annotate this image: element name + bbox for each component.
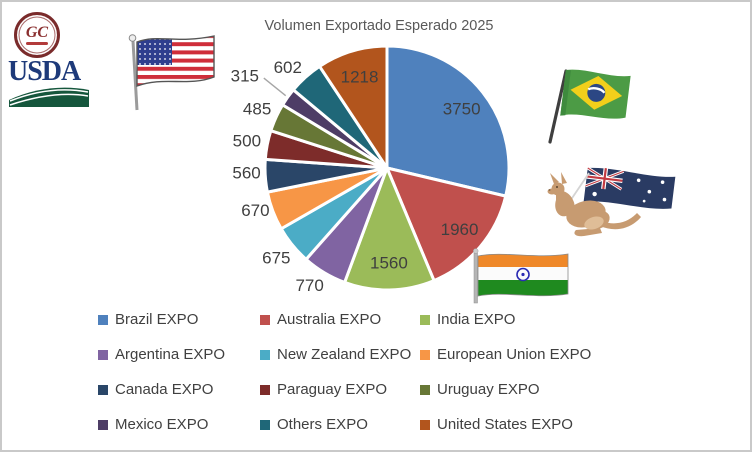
legend-label: Argentina EXPO — [115, 346, 226, 363]
australia-kangaroo-flag-icon — [547, 166, 676, 237]
legend-swatch-argentina-expo — [98, 350, 108, 360]
legend-swatch-others-expo — [260, 420, 270, 430]
legend-label: India EXPO — [437, 311, 516, 328]
legend-swatch-new-zealand-expo — [260, 350, 270, 360]
legend-item-brazil-expo: Brazil EXPO — [98, 311, 260, 346]
pie-data-label-paraguay-expo: 500 — [233, 131, 261, 150]
india-flag-icon — [473, 248, 569, 304]
pie-data-label-new-zealand-expo: 675 — [262, 249, 290, 268]
chart-legend: Brazil EXPO Australia EXPO India EXPO Argen… — [98, 311, 660, 450]
legend-item-argentina-expo: Argentina EXPO — [98, 346, 260, 381]
legend-label: New Zealand EXPO — [277, 346, 412, 363]
legend-item-united-states-expo: United States EXPO — [420, 416, 660, 450]
legend-item-new-zealand-expo: New Zealand EXPO — [260, 346, 420, 381]
legend-item-others-expo: Others EXPO — [260, 416, 420, 450]
gc-logo: GC — [14, 12, 60, 58]
united-states-flag-icon — [128, 34, 215, 111]
legend-item-australia-expo: Australia EXPO — [260, 311, 420, 346]
legend-swatch-brazil-expo — [98, 315, 108, 325]
pie-data-label-uruguay-expo: 485 — [243, 99, 271, 118]
legend-item-paraguay-expo: Paraguay EXPO — [260, 381, 420, 416]
pie-data-label-european-union-expo: 670 — [241, 201, 269, 220]
brazil-flag-icon — [548, 69, 631, 144]
gc-logo-text: GC — [25, 24, 49, 41]
chart-title: Volumen Exportado Esperado 2025 — [264, 18, 494, 34]
pie-data-label-india-expo: 1560 — [370, 254, 408, 273]
legend-item-european-union-expo: European Union EXPO — [420, 346, 660, 381]
legend-item-uruguay-expo: Uruguay EXPO — [420, 381, 660, 416]
pie-data-label-united-states-expo: 1218 — [341, 67, 379, 86]
usda-logo-text: USDA — [8, 56, 81, 87]
pie-slice-brazil-expo — [385, 44, 511, 198]
pie-data-label-australia-expo: 1960 — [441, 220, 479, 239]
pie-slice-india-expo — [343, 166, 436, 292]
pie-data-label-others-expo: 602 — [274, 58, 302, 77]
legend-label: Uruguay EXPO — [437, 381, 540, 398]
legend-item-india-expo: India EXPO — [420, 311, 660, 346]
legend-label: Others EXPO — [277, 416, 368, 433]
legend-label: United States EXPO — [437, 416, 573, 433]
legend-label: Canada EXPO — [115, 381, 214, 398]
pie-data-label-canada-expo: 560 — [232, 164, 260, 183]
legend-swatch-mexico-expo — [98, 420, 108, 430]
usda-swoosh-icon — [9, 87, 89, 107]
legend-swatch-australia-expo — [260, 315, 270, 325]
legend-label: Paraguay EXPO — [277, 381, 388, 398]
legend-swatch-canada-expo — [98, 385, 108, 395]
legend-label: Mexico EXPO — [115, 416, 209, 433]
legend-item-mexico-expo: Mexico EXPO — [98, 416, 260, 450]
usda-logo: USDA — [8, 58, 92, 107]
legend-swatch-european-union-expo — [420, 350, 430, 360]
pie-data-label-brazil-expo: 3750 — [443, 99, 481, 118]
legend-label: Australia EXPO — [277, 311, 382, 328]
legend-label: European Union EXPO — [437, 346, 592, 363]
pie-slice-united-states-expo — [318, 44, 389, 170]
pie-slice-australia-expo — [385, 166, 508, 283]
gc-logo-banner — [26, 42, 48, 45]
legend-swatch-uruguay-expo — [420, 385, 430, 395]
legend-item-canada-expo: Canada EXPO — [98, 381, 260, 416]
pie-data-label-argentina-expo: 770 — [295, 276, 323, 295]
legend-swatch-paraguay-expo — [260, 385, 270, 395]
legend-label: Brazil EXPO — [115, 311, 199, 328]
legend-swatch-india-expo — [420, 315, 430, 325]
legend-swatch-united-states-expo — [420, 420, 430, 430]
pie-data-label-mexico-expo: 315 — [231, 67, 259, 86]
